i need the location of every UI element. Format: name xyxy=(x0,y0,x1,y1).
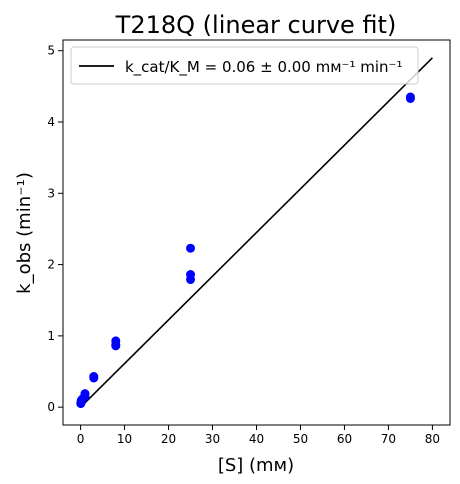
data-point xyxy=(186,243,196,253)
x-axis-label: [S] (mм) xyxy=(218,455,294,476)
x-tick-label: 30 xyxy=(205,432,220,446)
x-tick-label: 20 xyxy=(161,432,176,446)
data-points-layer xyxy=(76,92,415,409)
legend: k_cat/K_M = 0.06 ± 0.00 mм⁻¹ min⁻¹ xyxy=(70,46,419,85)
y-tick-label: 0 xyxy=(47,400,55,414)
fit-line-layer xyxy=(80,57,433,408)
y-tick-label: 3 xyxy=(47,186,55,200)
x-tick-label: 40 xyxy=(249,432,264,446)
data-point xyxy=(80,389,90,399)
data-point xyxy=(111,336,121,346)
data-point xyxy=(186,270,196,280)
y-tick-label: 5 xyxy=(47,44,55,58)
y-tick-label: 2 xyxy=(47,258,55,272)
x-tick-label: 10 xyxy=(117,432,132,446)
plot-area: 0 10 20 30 40 50 60 70 80 0 1 2 3 4 5 xyxy=(47,39,451,446)
y-tick-label: 4 xyxy=(47,115,55,129)
chart-title: T218Q (linear curve fit) xyxy=(115,11,397,39)
x-tick-label: 70 xyxy=(381,432,396,446)
x-tick-label: 80 xyxy=(425,432,440,446)
fit-line xyxy=(80,57,433,408)
x-tick-label: 0 xyxy=(77,432,85,446)
data-point xyxy=(89,372,99,382)
data-point xyxy=(405,92,415,102)
y-axis-ticks: 0 1 2 3 4 5 xyxy=(47,44,63,414)
y-tick-label: 1 xyxy=(47,329,55,343)
x-tick-label: 50 xyxy=(293,432,308,446)
x-tick-label: 60 xyxy=(337,432,352,446)
y-axis-label: k_obs (min⁻¹) xyxy=(14,172,35,294)
legend-frame xyxy=(70,46,419,85)
x-axis-ticks: 0 10 20 30 40 50 60 70 80 xyxy=(77,425,440,446)
legend-label-fit-line: k_cat/K_M = 0.06 ± 0.00 mм⁻¹ min⁻¹ xyxy=(125,58,402,77)
